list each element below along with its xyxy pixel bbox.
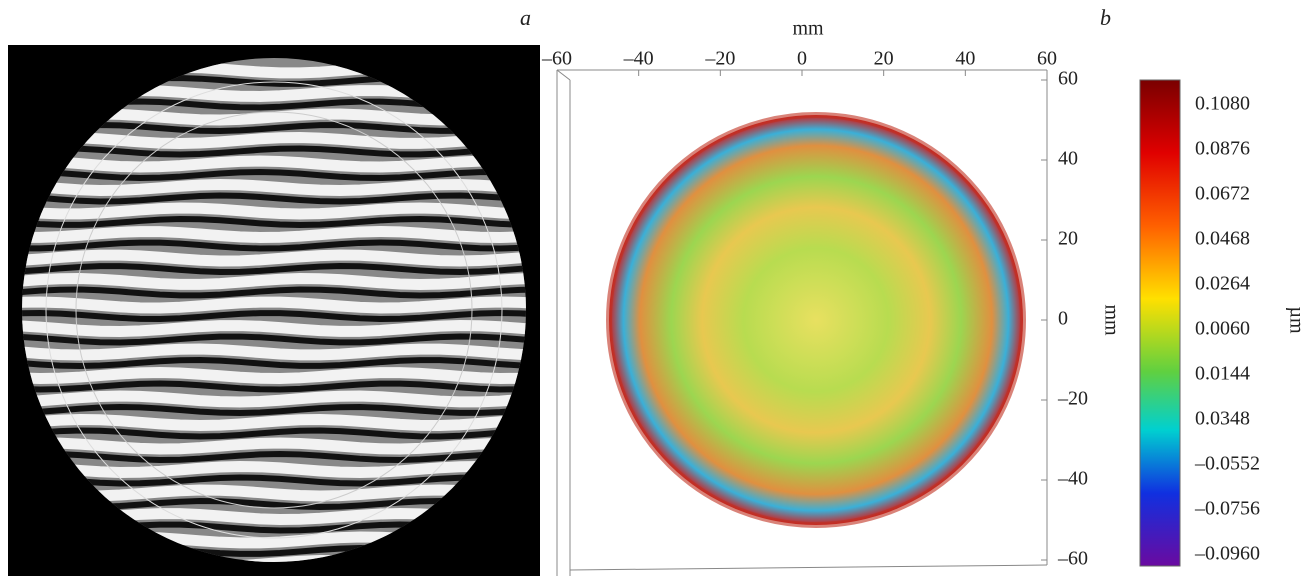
- colorbar-tick-label: 0.0468: [1195, 228, 1250, 250]
- x-tick-label: 20: [874, 48, 894, 70]
- surface-edge: [606, 112, 1026, 528]
- fringe-dark: [22, 192, 526, 205]
- colorbar-unit: µm: [1285, 306, 1307, 334]
- fringe: [22, 202, 526, 220]
- fringe-dark: [22, 239, 526, 252]
- fringe-dark: [22, 286, 526, 299]
- x-tick-label: 60: [1037, 48, 1057, 70]
- fringe-dark: [22, 333, 526, 346]
- x-tick-label: –20: [704, 48, 735, 70]
- y-axis-label: mm: [1100, 304, 1122, 336]
- colorbar-tick-label: –0.0552: [1194, 453, 1260, 475]
- colorbar-tick-label: 0.0060: [1195, 318, 1250, 340]
- colorbar-tick-label: 0.0876: [1195, 138, 1250, 160]
- colorbar-tick-label: –0.0960: [1194, 543, 1260, 565]
- y-tick-label: 40: [1058, 148, 1078, 170]
- fringe-dark: [22, 310, 526, 322]
- fringe-dark: [22, 380, 526, 393]
- fringe: [22, 132, 526, 150]
- fringe-dark: [22, 145, 526, 158]
- aperture-circle: [45, 81, 503, 539]
- fringe: [22, 225, 526, 243]
- fringe: [22, 155, 526, 173]
- x-axis-label: mm: [792, 18, 824, 40]
- y-tick-label: –20: [1057, 388, 1088, 410]
- fringe: [22, 179, 526, 196]
- fringe: [22, 414, 526, 432]
- colorbar-tick-label: –0.0756: [1194, 498, 1260, 520]
- x-tick-label: 0: [797, 48, 807, 70]
- colorbar-tick-label: 0.0144: [1195, 363, 1250, 385]
- y-tick-label: 60: [1058, 68, 1078, 90]
- x-tick-label: 40: [955, 48, 975, 70]
- x-tick-label: –60: [541, 48, 572, 70]
- fringe-dark: [22, 427, 526, 440]
- panel-label: b: [1100, 5, 1111, 30]
- fringe: [22, 320, 526, 337]
- fringe-dark: [22, 404, 526, 416]
- y-tick-label: 20: [1058, 228, 1078, 250]
- colorbar-tick-label: 0.0264: [1195, 273, 1250, 295]
- fringe: [22, 367, 526, 384]
- colorbar-tick-label: 0.0348: [1195, 408, 1250, 430]
- fringe: [22, 249, 526, 267]
- y-tick-label: –60: [1057, 548, 1088, 570]
- fringe: [22, 273, 526, 290]
- colorbar-tick-label: 0.0672: [1195, 183, 1250, 205]
- x-tick-label: –40: [623, 48, 654, 70]
- colorbar-tick-label: 0.1080: [1195, 93, 1250, 115]
- y-tick-label: 0: [1058, 308, 1068, 330]
- y-tick-label: –40: [1057, 468, 1088, 490]
- fringe: [22, 390, 526, 408]
- colorbar: [1139, 79, 1181, 567]
- inner-circle: [75, 111, 473, 509]
- fringe-dark: [22, 263, 526, 276]
- fringe-dark: [22, 450, 526, 463]
- fringe: [22, 461, 526, 479]
- fringe: [22, 343, 526, 361]
- fringe-dark: [22, 474, 526, 487]
- surface-map: [609, 115, 1023, 525]
- fringe: [22, 296, 526, 314]
- fringe-dark: [22, 357, 526, 369]
- panel-label: a: [520, 5, 531, 30]
